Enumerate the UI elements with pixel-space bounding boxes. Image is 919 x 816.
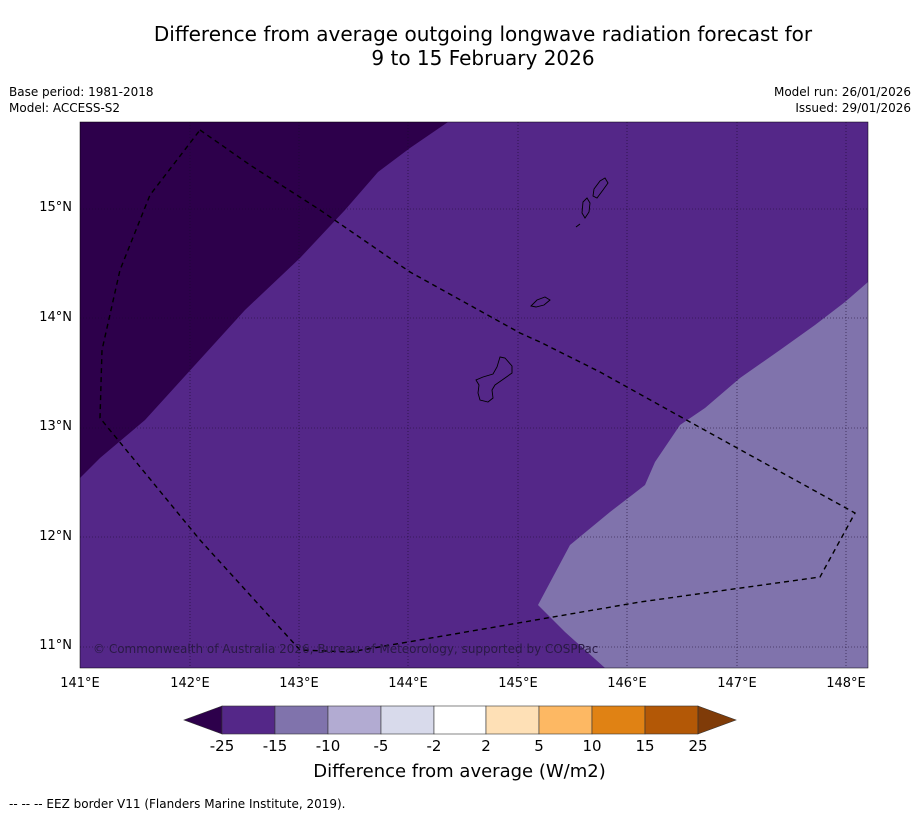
chart-title: Difference from average outgoing longwav… — [0, 22, 919, 70]
colorbar-tick-6: 2 — [481, 737, 491, 755]
colorbar — [183, 705, 737, 735]
colorbar-segment-9 — [644, 705, 699, 735]
colorbar-extend-high — [697, 705, 737, 735]
colorbar-tick-1: -25 — [209, 737, 235, 755]
lat-label-15n: 15°N — [39, 200, 72, 215]
lon-label-143e: 143°E — [279, 676, 319, 691]
model-name: Model: ACCESS-S2 — [9, 101, 121, 115]
lat-label-13n: 13°N — [39, 419, 72, 434]
colorbar-tick-3: -10 — [315, 737, 341, 755]
region-minus15-10 — [538, 282, 868, 668]
model-run: Model run: 26/01/2026 — [773, 85, 911, 99]
lon-label-142e: 142°E — [170, 676, 210, 691]
lat-label-11n: 11°N — [39, 638, 72, 653]
colorbar-extend-low — [183, 705, 223, 735]
colorbar-tick-9: 15 — [635, 737, 655, 755]
colorbar-segment-3 — [327, 705, 382, 735]
meta-right: Model run: 26/01/2026 Issued: 29/01/2026 — [774, 84, 911, 116]
lon-label-145e: 145°E — [498, 676, 538, 691]
title-line-1: Difference from average outgoing longwav… — [153, 22, 813, 46]
title-line-2: 9 to 15 February 2026 — [371, 46, 595, 70]
colorbar-segment-4 — [380, 705, 435, 735]
copyright-text: © Commonwealth of Australia 2026, Bureau… — [93, 642, 599, 656]
colorbar-segment-8 — [591, 705, 646, 735]
map-area — [80, 122, 868, 668]
eez-legend-note: -- -- -- EEZ border V11 (Flanders Marine… — [9, 797, 346, 811]
lon-label-147e: 147°E — [717, 676, 757, 691]
colorbar-tick-5: -2 — [426, 737, 442, 755]
base-period: Base period: 1981-2018 — [9, 85, 154, 99]
issued-date: Issued: 29/01/2026 — [795, 101, 911, 115]
colorbar-segment-1 — [221, 705, 276, 735]
island-saipan — [592, 177, 609, 199]
lat-label-14n: 14°N — [39, 310, 72, 325]
lat-label-12n: 12°N — [39, 529, 72, 544]
island-rota — [530, 296, 551, 308]
island-aguijan — [575, 223, 581, 228]
lon-label-144e: 144°E — [388, 676, 428, 691]
colorbar-label: Difference from average (W/m2) — [313, 761, 606, 782]
lon-label-141e: 141°E — [60, 676, 100, 691]
island-guam — [475, 356, 513, 403]
colorbar-segment-2 — [274, 705, 329, 735]
lon-label-146e: 146°E — [607, 676, 647, 691]
island-tinian — [581, 197, 591, 219]
colorbar-tick-10: 25 — [688, 737, 708, 755]
colorbar-segment-7 — [538, 705, 593, 735]
colorbar-tick-2: -15 — [262, 737, 288, 755]
colorbar-tick-4: -5 — [373, 737, 389, 755]
map-frame — [79, 121, 869, 669]
region-below-minus25 — [80, 122, 448, 478]
colorbar-tick-7: 5 — [534, 737, 544, 755]
meta-left: Base period: 1981-2018 Model: ACCESS-S2 — [9, 84, 154, 116]
colorbar-segment-5 — [433, 705, 487, 735]
lon-label-148e: 148°E — [826, 676, 866, 691]
colorbar-tick-8: 10 — [582, 737, 602, 755]
eez-border — [99, 129, 856, 653]
colorbar-segment-6 — [485, 705, 540, 735]
grid-lines — [80, 122, 868, 668]
